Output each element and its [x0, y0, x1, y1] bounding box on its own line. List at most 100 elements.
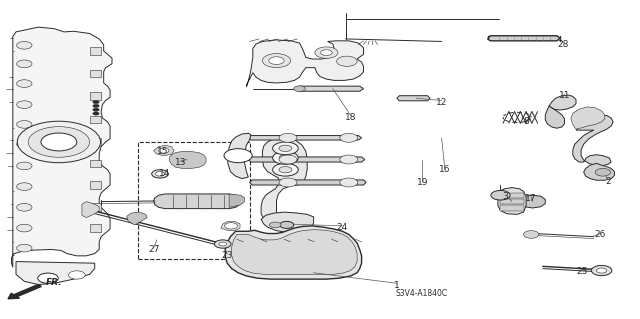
Circle shape [279, 155, 297, 164]
Circle shape [269, 57, 284, 64]
Circle shape [279, 155, 292, 161]
Circle shape [279, 178, 297, 187]
Text: 19: 19 [417, 178, 428, 187]
Polygon shape [90, 70, 101, 77]
Text: 13: 13 [175, 158, 186, 167]
Text: 28: 28 [557, 40, 569, 48]
Circle shape [156, 172, 164, 176]
Text: 1: 1 [394, 281, 399, 290]
Polygon shape [90, 203, 101, 211]
Text: 24: 24 [337, 223, 348, 232]
Text: 11: 11 [559, 91, 570, 100]
Circle shape [595, 168, 611, 176]
Text: 27: 27 [148, 245, 159, 254]
Polygon shape [90, 138, 101, 146]
Circle shape [17, 183, 32, 190]
Text: S3V4-A1840C: S3V4-A1840C [396, 289, 447, 298]
Text: 8: 8 [524, 117, 529, 126]
Text: 23: 23 [221, 251, 233, 260]
Circle shape [17, 224, 32, 232]
Circle shape [591, 265, 612, 276]
Circle shape [219, 242, 227, 246]
Polygon shape [246, 40, 364, 87]
Circle shape [596, 268, 607, 273]
Circle shape [279, 167, 292, 173]
Circle shape [321, 50, 332, 56]
Circle shape [225, 223, 237, 229]
Circle shape [273, 152, 298, 164]
Polygon shape [82, 202, 99, 218]
Circle shape [93, 108, 99, 111]
Circle shape [269, 222, 281, 228]
Circle shape [294, 86, 305, 92]
Polygon shape [248, 136, 362, 140]
Text: 14: 14 [159, 169, 171, 178]
Circle shape [93, 104, 99, 108]
Polygon shape [248, 157, 365, 162]
Polygon shape [90, 47, 101, 55]
Polygon shape [549, 95, 576, 110]
Circle shape [41, 133, 77, 151]
Circle shape [17, 60, 32, 68]
Circle shape [17, 41, 32, 49]
Circle shape [17, 244, 32, 252]
Circle shape [17, 140, 32, 148]
Circle shape [524, 231, 539, 238]
Polygon shape [221, 222, 240, 230]
Text: 16: 16 [439, 165, 451, 174]
Polygon shape [90, 92, 101, 100]
Text: 15: 15 [157, 147, 169, 156]
Polygon shape [500, 205, 524, 211]
Circle shape [273, 163, 298, 176]
Circle shape [152, 170, 168, 178]
Polygon shape [12, 27, 112, 267]
Polygon shape [16, 262, 95, 285]
Text: 3: 3 [503, 192, 508, 201]
Polygon shape [232, 230, 357, 274]
Text: 25: 25 [577, 267, 588, 276]
Polygon shape [545, 106, 564, 128]
Circle shape [17, 80, 32, 87]
Circle shape [38, 273, 58, 283]
Circle shape [337, 56, 357, 66]
Circle shape [17, 162, 32, 170]
Circle shape [315, 47, 338, 58]
Polygon shape [584, 163, 614, 180]
Polygon shape [488, 36, 560, 41]
Circle shape [280, 221, 294, 228]
Polygon shape [170, 152, 206, 168]
Circle shape [17, 204, 32, 211]
Circle shape [491, 190, 510, 200]
Polygon shape [498, 188, 526, 214]
Circle shape [17, 121, 100, 163]
Polygon shape [90, 224, 101, 232]
Polygon shape [571, 107, 605, 129]
Circle shape [279, 133, 297, 142]
Polygon shape [225, 226, 362, 279]
Text: FR.: FR. [46, 278, 63, 286]
Polygon shape [229, 194, 244, 207]
Bar [138, 142, 250, 259]
Text: 26: 26 [595, 230, 606, 239]
Polygon shape [154, 145, 174, 156]
Polygon shape [154, 194, 241, 209]
Polygon shape [90, 116, 101, 123]
FancyArrow shape [8, 285, 42, 299]
Polygon shape [127, 212, 147, 225]
Circle shape [340, 133, 358, 142]
Text: 17: 17 [525, 194, 537, 203]
Circle shape [279, 145, 292, 152]
Circle shape [28, 127, 90, 157]
Circle shape [17, 101, 32, 108]
Polygon shape [228, 133, 251, 179]
Text: 18: 18 [345, 113, 356, 122]
Text: 2: 2 [605, 177, 611, 186]
Circle shape [340, 155, 358, 164]
Polygon shape [500, 193, 524, 198]
Polygon shape [296, 86, 364, 91]
Polygon shape [90, 181, 101, 189]
Circle shape [214, 240, 231, 248]
Circle shape [262, 54, 291, 68]
Polygon shape [261, 137, 307, 224]
Text: 12: 12 [436, 98, 447, 107]
